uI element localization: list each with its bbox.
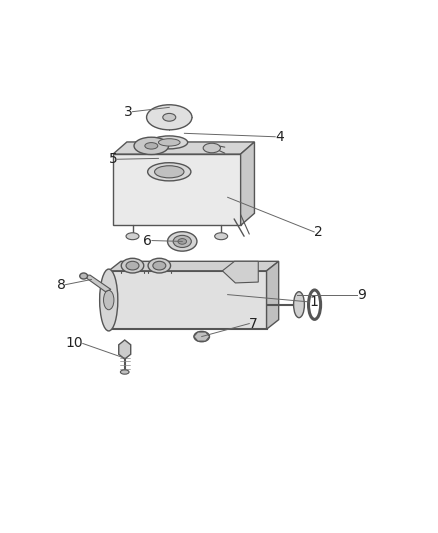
Ellipse shape xyxy=(121,259,144,273)
Text: 1: 1 xyxy=(310,295,319,309)
Text: 7: 7 xyxy=(249,317,258,330)
Ellipse shape xyxy=(168,232,197,251)
Text: 6: 6 xyxy=(143,233,152,247)
Polygon shape xyxy=(109,261,279,271)
Ellipse shape xyxy=(126,233,139,240)
Ellipse shape xyxy=(215,233,228,240)
Ellipse shape xyxy=(151,136,187,149)
Ellipse shape xyxy=(126,261,139,270)
Ellipse shape xyxy=(203,143,220,153)
Polygon shape xyxy=(119,340,131,359)
Text: 10: 10 xyxy=(65,336,83,351)
Ellipse shape xyxy=(100,269,118,331)
Ellipse shape xyxy=(293,292,304,318)
Text: 5: 5 xyxy=(109,152,117,166)
Ellipse shape xyxy=(173,236,191,247)
Ellipse shape xyxy=(178,239,187,244)
Ellipse shape xyxy=(134,137,169,155)
Text: 4: 4 xyxy=(275,130,284,144)
Ellipse shape xyxy=(103,290,114,310)
Polygon shape xyxy=(194,332,209,341)
Ellipse shape xyxy=(145,143,158,149)
Text: 9: 9 xyxy=(357,288,366,302)
Ellipse shape xyxy=(148,259,170,273)
Ellipse shape xyxy=(147,105,192,130)
Ellipse shape xyxy=(148,163,191,181)
Polygon shape xyxy=(223,261,258,283)
Text: 2: 2 xyxy=(314,225,323,239)
Ellipse shape xyxy=(120,370,129,374)
Polygon shape xyxy=(82,275,111,292)
Polygon shape xyxy=(240,142,254,225)
Ellipse shape xyxy=(159,139,180,146)
Ellipse shape xyxy=(80,273,88,279)
Ellipse shape xyxy=(155,166,184,178)
Text: 8: 8 xyxy=(57,278,66,292)
Polygon shape xyxy=(267,261,279,329)
Ellipse shape xyxy=(163,114,176,121)
Polygon shape xyxy=(113,142,254,154)
Text: 3: 3 xyxy=(124,104,133,119)
Ellipse shape xyxy=(194,332,209,342)
Polygon shape xyxy=(113,154,240,225)
Polygon shape xyxy=(109,271,267,329)
Ellipse shape xyxy=(153,261,166,270)
